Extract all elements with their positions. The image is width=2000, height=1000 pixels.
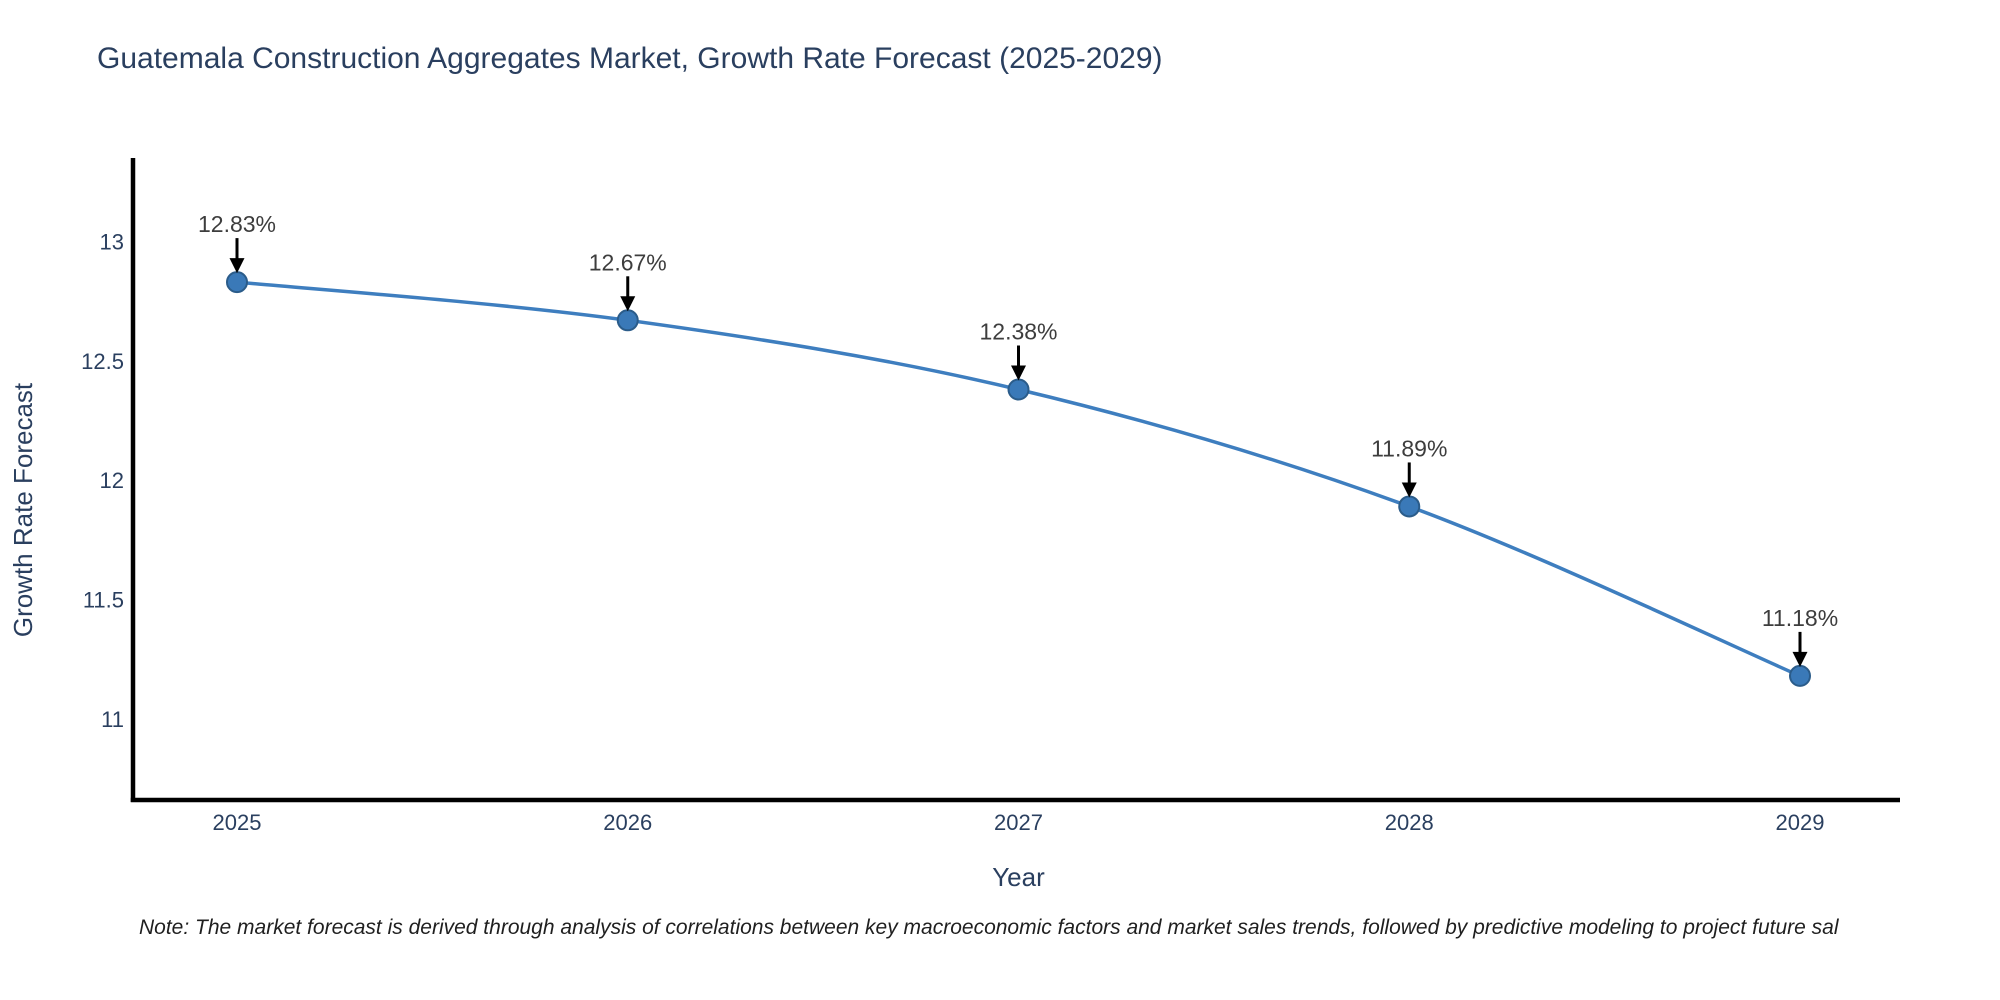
y-tick-label: 11.5 xyxy=(83,588,124,613)
data-point-marker xyxy=(616,309,639,332)
annotation-arrowhead xyxy=(620,296,636,312)
annotation-arrowhead xyxy=(1792,651,1808,667)
annotation-arrowhead xyxy=(1011,365,1026,381)
y-tick-label: 12.5 xyxy=(81,349,124,374)
data-point-label: 12.83% xyxy=(198,211,276,237)
x-tick-label: 2029 xyxy=(1776,810,1825,835)
data-point-marker xyxy=(226,271,248,294)
annotation-arrowhead xyxy=(229,258,245,274)
x-tick-label: 2025 xyxy=(213,810,262,835)
data-point-marker xyxy=(1789,664,1811,687)
y-tick-label: 12 xyxy=(100,468,124,493)
x-tick-label: 2028 xyxy=(1385,810,1434,835)
x-tick-label: 2027 xyxy=(994,810,1043,835)
y-tick-label: 11 xyxy=(101,707,124,732)
data-point-label: 11.18% xyxy=(1762,605,1838,631)
y-tick-label: 13 xyxy=(100,230,124,255)
footnote: Note: The market forecast is derived thr… xyxy=(139,916,1839,939)
annotation-arrowhead xyxy=(1401,482,1417,498)
data-point-label: 12.38% xyxy=(979,319,1057,345)
x-tick-label: 2026 xyxy=(603,810,652,835)
data-point-label: 11.89% xyxy=(1371,435,1447,461)
chart-title: Guatemala Construction Aggregates Market… xyxy=(97,42,1163,75)
data-point-marker xyxy=(1398,495,1421,518)
y-axis-title: Growth Rate Forecast xyxy=(8,382,38,637)
data-point-marker xyxy=(1007,378,1030,401)
data-point-label: 12.67% xyxy=(589,249,667,275)
x-axis-title: Year xyxy=(992,862,1045,892)
